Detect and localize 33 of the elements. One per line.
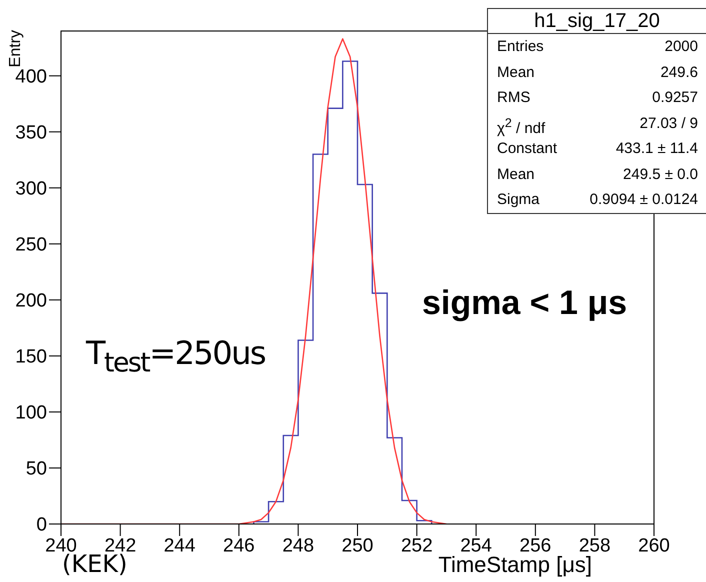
annotation: sigma < 1 μs (422, 284, 628, 323)
annotation: 433.1 ± 11.4 (616, 139, 698, 159)
annotation: Entries (497, 37, 544, 57)
x-tick-label: 252 (400, 535, 433, 556)
annotation: 249.5 ± 0.0 (623, 164, 698, 184)
text: 2000 (664, 37, 698, 57)
y-tick-label: 100 (15, 402, 47, 424)
y-tick-label: 200 (15, 290, 47, 312)
annotation: 27.03 / 9 (640, 114, 698, 134)
annotation: Mean (497, 62, 535, 82)
x-tick-label: 246 (223, 535, 255, 556)
annotation: T$_{test}$=250us (86, 334, 266, 378)
annotation: 0.9257 (652, 88, 698, 108)
y-tick-label: 300 (15, 178, 47, 200)
x-tick-label: 260 (638, 535, 670, 556)
x-tick-label: 250 (342, 535, 374, 556)
x-tick-label: 248 (282, 535, 314, 556)
annotation: h1_sig_17_20 (488, 9, 706, 34)
y-axis-title: Entry (6, 30, 25, 68)
annotation: Constant (497, 139, 558, 159)
y-tick-label: 350 (15, 122, 47, 144)
annotation: RMS (497, 88, 530, 108)
annotation: Sigma (497, 190, 540, 210)
y-tick-label: 400 (15, 66, 47, 88)
annotation: Mean (497, 164, 535, 184)
annotation: χ$^{2}$ / ndf (497, 114, 546, 136)
y-tick-label: 150 (15, 346, 47, 368)
annotation: 0.9094 ± 0.0124 (590, 190, 698, 210)
y-tick-label: 0 (36, 514, 47, 536)
x-tick-label: 244 (164, 535, 196, 556)
y-tick-label: 250 (15, 234, 47, 256)
text: 249.6 (660, 62, 698, 82)
y-tick-label: 50 (26, 458, 47, 480)
